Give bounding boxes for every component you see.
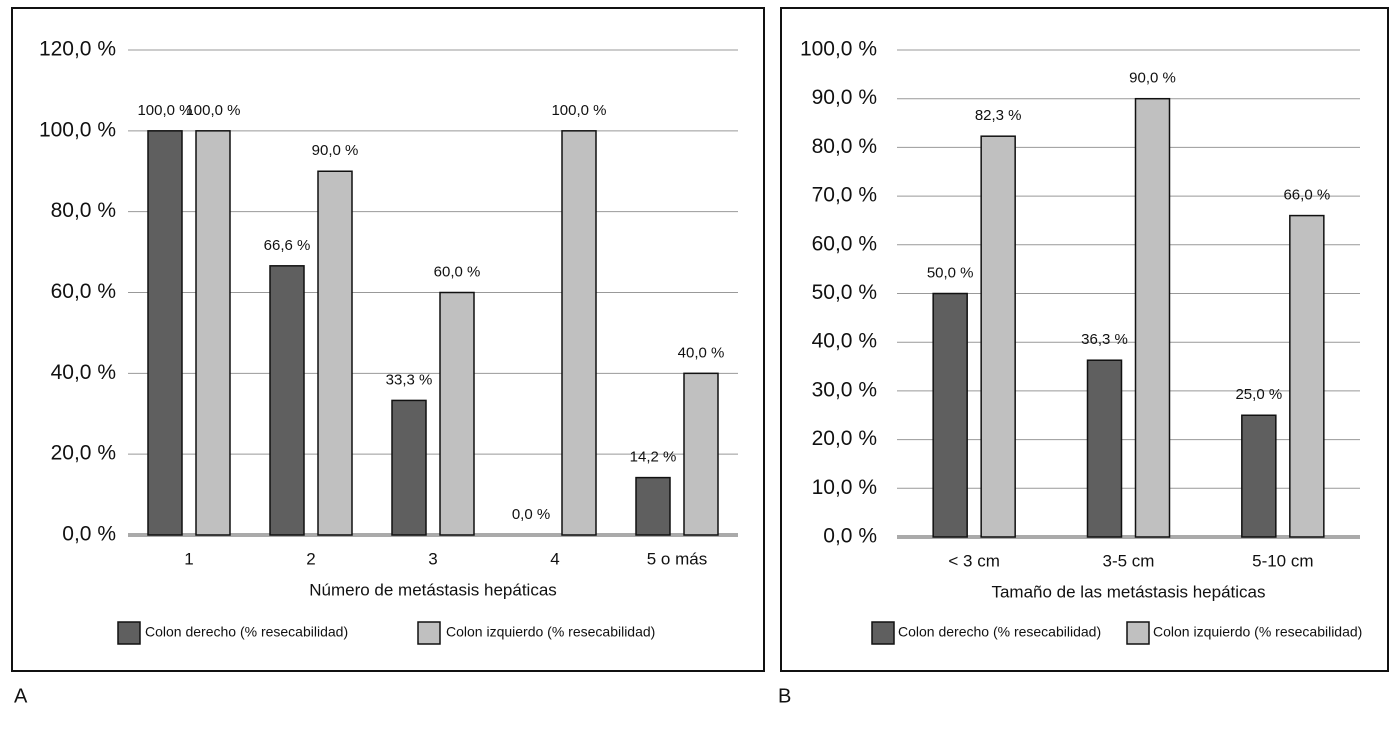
- bar: [439, 291, 475, 536]
- bar: [1086, 359, 1123, 538]
- value-label: 14,2 %: [630, 449, 677, 466]
- value-label: 36,3 %: [1081, 331, 1128, 348]
- value-label: 66,0 %: [1283, 187, 1330, 204]
- bar: [1289, 214, 1325, 538]
- legend-label: Colon derecho (% resecabilidad): [145, 624, 348, 640]
- value-label: 50,0 %: [927, 264, 974, 281]
- x-tick-label: < 3 cm: [948, 551, 1000, 570]
- panel-label: A: [14, 685, 28, 707]
- y-tick-label: 90,0 %: [812, 86, 877, 109]
- y-tick-label: 20,0 %: [812, 427, 877, 450]
- y-tick-label: 40,0 %: [51, 361, 116, 384]
- y-tick-label: 40,0 %: [812, 330, 877, 353]
- x-tick-label: 5-10 cm: [1252, 551, 1313, 570]
- bar: [932, 292, 968, 538]
- x-tick-label: 5 o más: [647, 549, 707, 568]
- y-tick-label: 50,0 %: [812, 281, 877, 304]
- bar: [561, 130, 597, 536]
- legend-swatch: [417, 621, 441, 645]
- x-axis-title: Número de metástasis hepáticas: [309, 580, 557, 599]
- y-tick-label: 20,0 %: [51, 442, 116, 465]
- value-label: 66,6 %: [264, 237, 311, 254]
- value-label: 100,0 %: [185, 102, 240, 119]
- x-tick-label: 3-5 cm: [1103, 551, 1155, 570]
- y-tick-label: 0,0 %: [823, 525, 877, 548]
- x-tick-label: 3: [428, 549, 437, 568]
- value-label: 100,0 %: [137, 102, 192, 119]
- y-tick-label: 60,0 %: [51, 280, 116, 303]
- value-label: 100,0 %: [551, 102, 606, 119]
- y-tick-label: 120,0 %: [39, 38, 116, 61]
- legend-swatch: [1126, 621, 1150, 645]
- bar: [980, 135, 1016, 538]
- panel-label: B: [778, 685, 791, 707]
- y-tick-label: 70,0 %: [812, 184, 877, 207]
- y-tick-label: 30,0 %: [812, 378, 877, 401]
- bar: [269, 265, 305, 536]
- bar: [1241, 414, 1277, 538]
- bar: [147, 130, 183, 536]
- y-tick-label: 60,0 %: [812, 232, 877, 255]
- legend-swatch: [117, 621, 141, 645]
- value-label: 82,3 %: [975, 107, 1022, 124]
- x-tick-label: 4: [550, 549, 559, 568]
- legend-label: Colon izquierdo (% resecabilidad): [1153, 624, 1362, 640]
- y-tick-label: 100,0 %: [39, 118, 116, 141]
- panel-frame: [780, 7, 1389, 672]
- bar: [683, 372, 719, 536]
- x-tick-label: 2: [306, 549, 315, 568]
- bar: [635, 476, 671, 536]
- legend-label: Colon izquierdo (% resecabilidad): [446, 624, 655, 640]
- x-axis-title: Tamaño de las metástasis hepáticas: [991, 582, 1265, 601]
- bar: [317, 170, 353, 536]
- y-tick-label: 80,0 %: [51, 199, 116, 222]
- x-tick-label: 1: [184, 549, 193, 568]
- y-tick-label: 10,0 %: [812, 476, 877, 499]
- value-label: 40,0 %: [678, 344, 725, 361]
- bar: [391, 399, 427, 536]
- value-label: 90,0 %: [1129, 70, 1176, 87]
- y-tick-label: 0,0 %: [62, 523, 116, 546]
- value-label: 60,0 %: [434, 263, 481, 280]
- legend-swatch: [871, 621, 895, 645]
- value-label: 33,3 %: [386, 371, 433, 388]
- value-label: 25,0 %: [1235, 386, 1282, 403]
- value-label: 0,0 %: [512, 506, 550, 523]
- bar: [1134, 97, 1171, 538]
- legend-label: Colon derecho (% resecabilidad): [898, 624, 1101, 640]
- value-label: 90,0 %: [312, 142, 359, 159]
- bar: [195, 130, 231, 536]
- y-tick-label: 100,0 %: [800, 38, 877, 61]
- panel-frame: [11, 7, 765, 672]
- y-tick-label: 80,0 %: [812, 135, 877, 158]
